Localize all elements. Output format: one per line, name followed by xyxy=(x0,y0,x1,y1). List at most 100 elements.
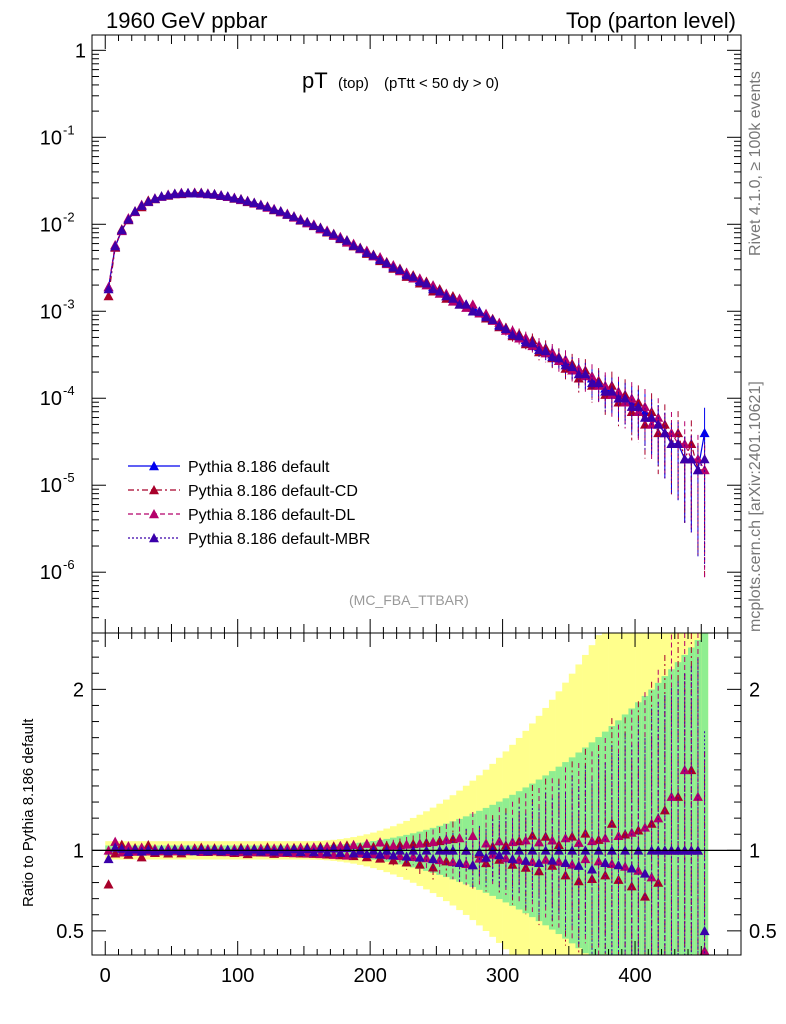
data-point xyxy=(149,193,160,203)
x-tick-label: 400 xyxy=(618,965,651,987)
data-point xyxy=(236,194,247,204)
ratio-point xyxy=(646,818,657,828)
series-line-3 xyxy=(107,192,706,472)
y-tick-exponent: -4 xyxy=(63,383,75,398)
ratio-point xyxy=(196,844,207,854)
ratio-point xyxy=(136,852,147,862)
legend-label: Pythia 8.186 default-DL xyxy=(188,507,355,524)
ratio-point xyxy=(408,851,419,862)
data-point xyxy=(586,377,597,388)
legend-label: Pythia 8.186 default-MBR xyxy=(188,531,370,548)
data-point xyxy=(441,290,452,301)
ratio-point xyxy=(653,813,664,823)
data-point xyxy=(573,368,584,379)
data-point xyxy=(328,229,339,239)
x-tick-label: 200 xyxy=(353,965,386,987)
data-point xyxy=(626,393,637,403)
data-point xyxy=(553,353,564,363)
ratio-point xyxy=(361,838,372,848)
ratio-point xyxy=(375,837,386,847)
ratio-y-tick-label: 1 xyxy=(73,840,84,862)
ratio-point xyxy=(699,925,710,936)
ratio-point xyxy=(639,868,650,878)
ratio-point xyxy=(428,836,439,847)
ratio-point xyxy=(183,844,194,854)
y-tick-label: 10 xyxy=(40,127,62,149)
data-point xyxy=(202,188,213,199)
header-right: Top (parton level) xyxy=(566,8,736,33)
data-point xyxy=(686,454,697,464)
x-tick-label: 100 xyxy=(221,965,254,987)
data-point xyxy=(209,189,220,199)
ratio-point xyxy=(613,859,624,870)
ratio-point xyxy=(626,827,637,837)
y-tick-label: 10 xyxy=(40,214,62,236)
ratio-point xyxy=(414,852,425,862)
main-title-cut: (pTtt < 50 dy > 0) xyxy=(384,75,499,92)
data-point xyxy=(275,206,286,216)
data-point xyxy=(282,209,293,219)
ratio-point xyxy=(507,853,518,864)
ratio-point xyxy=(295,846,306,857)
data-point xyxy=(487,314,498,324)
data-point xyxy=(176,188,187,198)
y-tick-label: 10 xyxy=(40,301,62,323)
y-tick-exponent: -2 xyxy=(63,209,75,224)
data-point xyxy=(500,323,511,333)
header-left: 1960 GeV ppbar xyxy=(106,8,268,33)
data-point xyxy=(302,217,313,227)
legend: Pythia 8.186 default Pythia 8.186 default… xyxy=(128,459,370,548)
data-point xyxy=(428,284,439,294)
data-point xyxy=(229,193,240,203)
ratio-point xyxy=(222,844,233,854)
ratio-point xyxy=(699,945,710,956)
ratio-point xyxy=(454,857,465,867)
data-point xyxy=(434,286,445,296)
ratio-point xyxy=(308,842,319,852)
ratio-point xyxy=(600,857,611,867)
data-point xyxy=(494,320,505,331)
data-point xyxy=(593,377,604,388)
ratio-point xyxy=(547,855,558,865)
data-point xyxy=(196,187,207,198)
data-point xyxy=(103,290,114,301)
data-point xyxy=(467,306,478,316)
data-point xyxy=(520,337,531,347)
ratio-y-tick-label-right: 2 xyxy=(749,679,760,701)
data-point xyxy=(361,247,372,258)
data-point xyxy=(560,360,571,370)
data-point xyxy=(222,191,233,201)
data-point xyxy=(368,250,379,260)
data-point xyxy=(123,214,134,224)
data-point xyxy=(699,454,710,464)
data-point xyxy=(659,427,670,438)
ratio-plot-frame xyxy=(91,632,742,956)
legend-marker xyxy=(149,533,159,543)
data-point xyxy=(580,368,591,379)
ratio-point xyxy=(348,839,359,850)
mcplots-label: mcplots.cern.ch [arXiv:2401.10621] xyxy=(747,381,764,632)
legend-marker xyxy=(149,461,159,471)
ratio-point xyxy=(123,841,134,851)
y-tick-exponent: -1 xyxy=(63,122,75,137)
ratio-point xyxy=(573,876,584,886)
data-point xyxy=(401,270,412,280)
data-point xyxy=(143,196,154,206)
main-title-sub: (top) xyxy=(338,75,369,92)
data-point xyxy=(308,220,319,230)
data-point xyxy=(639,412,650,422)
data-point xyxy=(408,271,419,281)
data-point xyxy=(467,299,478,309)
data-point xyxy=(381,257,392,268)
data-point xyxy=(249,197,260,207)
data-point xyxy=(474,306,485,316)
ratio-point xyxy=(679,764,690,775)
ratio-y-tick-label-right: 0.5 xyxy=(749,921,777,943)
y-tick-label: 10 xyxy=(40,475,62,497)
ratio-point xyxy=(110,836,121,846)
data-point xyxy=(527,338,538,348)
ratio-point xyxy=(414,838,425,848)
ratio-point xyxy=(361,848,372,858)
ratio-y-tick-label: 2 xyxy=(73,679,84,701)
ratio-point xyxy=(494,836,505,846)
